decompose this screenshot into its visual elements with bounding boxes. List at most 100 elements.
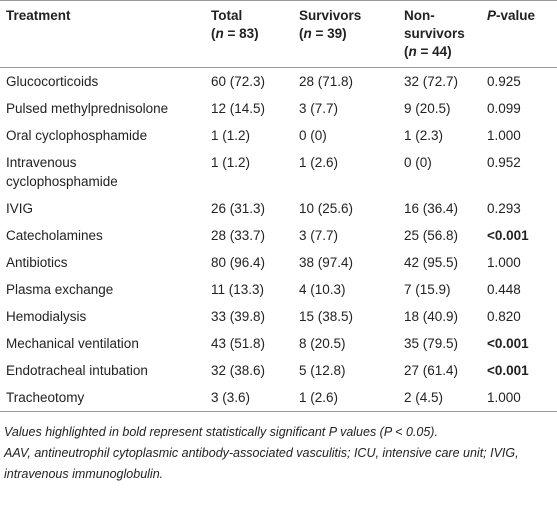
table-cell: 15 (38.5) [293, 303, 398, 330]
table-cell: 8 (20.5) [293, 330, 398, 357]
table-row: Plasma exchange 11 (13.3) 4 (10.3) 7 (15.9)… [0, 276, 557, 303]
cell-text: 1 (1.2) [211, 155, 251, 170]
table-cell: 32 (72.7) [398, 68, 481, 96]
cell-text: 28 (33.7) [211, 228, 266, 243]
table-row: Oral cyclophosphamide 1 (1.2) 0 (0) 1 (2.3)… [0, 122, 557, 149]
cell-text: IVIG [6, 201, 34, 216]
cell-text: 0.952 [487, 155, 521, 170]
header-cell: Total (n = 83) [205, 0, 293, 68]
header-text: P [487, 8, 497, 23]
table-cell: 0.952 [481, 149, 557, 195]
table-cell: <0.001 [481, 357, 557, 384]
cell-text: <0.001 [487, 363, 529, 378]
cell-text: 15 (38.5) [299, 309, 354, 324]
cell-text: 5 (12.8) [299, 363, 346, 378]
table-cell: 0.099 [481, 95, 557, 122]
table-cell: 3 (7.7) [293, 222, 398, 249]
header-text: survivors [404, 26, 465, 41]
header-text: Non- [404, 8, 435, 23]
cell-text: 32 (72.7) [404, 74, 459, 89]
cell-text: 1.000 [487, 128, 521, 143]
header-text: ( [299, 26, 304, 41]
table-cell: <0.001 [481, 222, 557, 249]
cell-text: 9 (20.5) [404, 101, 451, 116]
cell-text: Hemodialysis [6, 309, 87, 324]
cell-text: 1 (2.6) [299, 155, 339, 170]
cell-text: 32 (38.6) [211, 363, 266, 378]
cell-text: Tracheotomy [6, 390, 85, 405]
cell-text: 1 (2.6) [299, 390, 339, 405]
cell-text: 11 (13.3) [211, 282, 265, 297]
cell-text: 10 (25.6) [299, 201, 354, 216]
table-body: Glucocorticoids 60 (72.3) 28 (71.8) 32 (72.… [0, 68, 557, 412]
table-cell: 18 (40.9) [398, 303, 481, 330]
table-cell: 33 (39.8) [205, 303, 293, 330]
table-cell: 9 (20.5) [398, 95, 481, 122]
header-text: Treatment [6, 8, 71, 23]
table-row: Antibiotics 80 (96.4) 38 (97.4) 42 (95.5) 1.… [0, 249, 557, 276]
cell-text: 4 (10.3) [299, 282, 346, 297]
table-cell: 3 (7.7) [293, 95, 398, 122]
table-cell: 27 (61.4) [398, 357, 481, 384]
table-cell: 0.925 [481, 68, 557, 96]
cell-text: Antibiotics [6, 255, 68, 270]
cell-text: Oral cyclophosphamide [6, 128, 148, 143]
table-cell: 0.820 [481, 303, 557, 330]
table-cell: 32 (38.6) [205, 357, 293, 384]
cell-text: 16 (36.4) [404, 201, 459, 216]
cell-text: 12 (14.5) [211, 101, 266, 116]
table-cell: Glucocorticoids [0, 68, 205, 96]
cell-text: 3 (3.6) [211, 390, 251, 405]
table-row: Hemodialysis 33 (39.8) 15 (38.5) 18 (40.9) 0… [0, 303, 557, 330]
cell-text: 33 (39.8) [211, 309, 266, 324]
table-cell: 43 (51.8) [205, 330, 293, 357]
cell-text: 80 (96.4) [211, 255, 266, 270]
cell-text: Intravenous cyclophosphamide [6, 155, 118, 189]
cell-text: 60 (72.3) [211, 74, 266, 89]
cell-text: Catecholamines [6, 228, 103, 243]
table-row: Tracheotomy 3 (3.6) 1 (2.6) 2 (4.5) 1.000 [0, 384, 557, 412]
table-cell: 0 (0) [293, 122, 398, 149]
table-cell: 38 (97.4) [293, 249, 398, 276]
table-cell: Antibiotics [0, 249, 205, 276]
cell-text: 0 (0) [404, 155, 432, 170]
table-cell: Plasma exchange [0, 276, 205, 303]
cell-text: 3 (7.7) [299, 228, 339, 243]
table-cell: 35 (79.5) [398, 330, 481, 357]
table-cell: 0 (0) [398, 149, 481, 195]
cell-text: 2 (4.5) [404, 390, 444, 405]
cell-text: 28 (71.8) [299, 74, 354, 89]
header-text: n [215, 26, 224, 41]
table-cell: Mechanical ventilation [0, 330, 205, 357]
table-cell: 1.000 [481, 384, 557, 412]
table-cell: Pulsed methylprednisolone [0, 95, 205, 122]
header-cell: P-value [481, 0, 557, 68]
header-row: Treatment Total (n = 83) Survivors (n = 39… [0, 0, 557, 68]
table-cell: 16 (36.4) [398, 195, 481, 222]
table-cell: Tracheotomy [0, 384, 205, 412]
table-cell: 4 (10.3) [293, 276, 398, 303]
cell-text: 27 (61.4) [404, 363, 459, 378]
cell-text: 43 (51.8) [211, 336, 266, 351]
header-text: Survivors [299, 8, 362, 23]
table-cell: 7 (15.9) [398, 276, 481, 303]
table-row: Mechanical ventilation 43 (51.8) 8 (20.5) 3… [0, 330, 557, 357]
cell-text: 1.000 [487, 390, 521, 405]
header-cell: Non-survivors (n = 44) [398, 0, 481, 68]
header-cell: Treatment [0, 0, 205, 68]
header-text: = 83) [223, 26, 259, 41]
header-text: -value [496, 8, 536, 23]
table-row: Intravenous cyclophosphamide 1 (1.2) 1 (2.… [0, 149, 557, 195]
footnote: AAV, antineutrophil cytoplasmic antibody… [4, 446, 519, 481]
table-row: Pulsed methylprednisolone 12 (14.5) 3 (7.7… [0, 95, 557, 122]
table-cell: 0.293 [481, 195, 557, 222]
cell-text: 1.000 [487, 255, 521, 270]
table-cell: 28 (71.8) [293, 68, 398, 96]
table-cell: 2 (4.5) [398, 384, 481, 412]
table-cell: 1.000 [481, 249, 557, 276]
table-cell: Endotracheal intubation [0, 357, 205, 384]
table-cell: 1.000 [481, 122, 557, 149]
header-text: = 44) [416, 44, 452, 59]
header-text: n [303, 26, 312, 41]
